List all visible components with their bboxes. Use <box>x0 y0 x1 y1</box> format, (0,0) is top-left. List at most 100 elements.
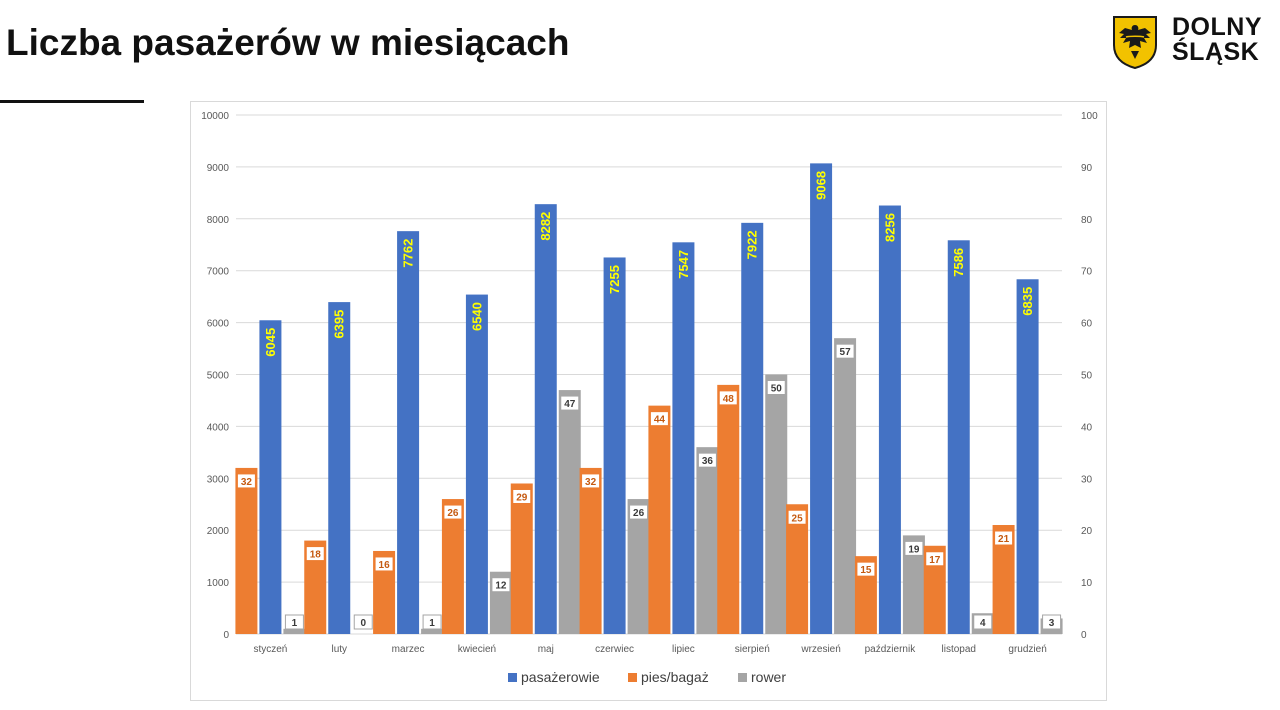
y-left-tick-label: 7000 <box>207 267 230 278</box>
data-label-box-rower <box>766 380 786 395</box>
data-label-pasazerowie: 7762 <box>401 239 416 268</box>
data-label-box-pies-bagaz <box>305 546 325 562</box>
data-label-rower: 50 <box>771 384 783 395</box>
bar-rower <box>283 628 306 634</box>
x-tick-label: luty <box>331 644 347 655</box>
bar-rower <box>765 374 788 634</box>
data-label-box-rower <box>284 614 304 630</box>
x-tick-label: kwiecień <box>458 644 496 655</box>
bar-pasazerowie <box>603 257 626 634</box>
data-label-box-rower <box>491 577 511 593</box>
data-label-pies-bagaz: 26 <box>447 508 459 519</box>
y-right-tick-label: 80 <box>1081 215 1093 226</box>
bar-pasazerowie <box>465 294 488 634</box>
bar-rower <box>902 535 925 634</box>
data-label-rower: 19 <box>908 544 920 555</box>
bar-pies-bagaz <box>648 405 671 634</box>
data-label-box-rower <box>353 614 373 630</box>
x-tick-label: wrzesień <box>800 644 840 655</box>
data-label-pies-bagaz: 48 <box>723 394 735 405</box>
legend-swatch <box>628 673 637 682</box>
data-label-rower: 1 <box>429 618 435 629</box>
data-label-box-pies-bagaz <box>374 556 394 572</box>
data-label-box-rower <box>560 395 580 411</box>
y-right-tick-label: 100 <box>1081 111 1098 122</box>
data-label-box-pies-bagaz <box>925 551 945 567</box>
page-title: Liczba pasażerów w miesiącach <box>6 22 570 63</box>
y-right-tick-label: 0 <box>1081 630 1087 641</box>
data-label-pies-bagaz: 29 <box>516 492 528 503</box>
bar-pies-bagaz <box>304 540 327 634</box>
data-label-box-pies-bagaz <box>718 390 738 406</box>
y-left-tick-label: 9000 <box>207 163 230 174</box>
data-label-pasazerowie: 9068 <box>814 171 829 200</box>
data-label-pies-bagaz: 32 <box>585 477 597 488</box>
data-label-rower: 0 <box>360 618 366 629</box>
data-label-box-rower <box>422 614 442 630</box>
bar-rower <box>627 499 650 634</box>
y-left-tick-label: 10000 <box>201 111 229 122</box>
y-left-tick-label: 3000 <box>207 474 230 485</box>
data-label-pies-bagaz: 15 <box>860 565 872 576</box>
data-label-box-pies-bagaz <box>856 561 876 577</box>
data-label-rower: 36 <box>702 456 714 467</box>
data-label-rower: 3 <box>1049 618 1055 629</box>
data-label-box-rower <box>904 540 924 556</box>
eagle-coat-of-arms-icon <box>1113 16 1157 69</box>
title-underline <box>0 100 144 103</box>
data-label-pasazerowie: 7586 <box>951 248 966 277</box>
bar-pasazerowie <box>878 205 901 634</box>
x-tick-label: sierpień <box>735 644 770 655</box>
data-label-pies-bagaz: 16 <box>379 560 391 571</box>
data-label-pies-bagaz: 25 <box>792 513 804 524</box>
y-left-tick-label: 1000 <box>207 578 230 589</box>
bar-pasazerowie <box>328 302 351 634</box>
data-label-pasazerowie: 6045 <box>263 328 278 357</box>
bar-rower <box>834 338 857 634</box>
bar-pasazerowie <box>397 231 420 634</box>
bar-pies-bagaz <box>235 467 258 634</box>
data-label-pasazerowie: 8256 <box>882 213 897 242</box>
bar-pasazerowie <box>1016 279 1039 634</box>
bar-pies-bagaz <box>786 504 809 634</box>
data-label-pasazerowie: 7922 <box>745 230 760 259</box>
data-label-rower: 1 <box>292 618 298 629</box>
bar-pasazerowie <box>534 204 557 635</box>
legend-swatch <box>738 673 747 682</box>
x-tick-label: marzec <box>392 644 425 655</box>
y-left-tick-label: 0 <box>223 630 229 641</box>
y-right-tick-label: 40 <box>1081 422 1093 433</box>
y-right-tick-label: 70 <box>1081 267 1093 278</box>
data-label-rower: 26 <box>633 508 645 519</box>
data-label-box-rower <box>835 343 855 359</box>
data-label-box-pies-bagaz <box>512 488 532 504</box>
data-label-rower: 47 <box>564 399 576 410</box>
bar-pies-bagaz <box>579 467 602 634</box>
y-left-tick-label: 6000 <box>207 319 230 330</box>
data-label-box-pies-bagaz <box>994 530 1014 546</box>
legend-label: rower <box>751 669 786 685</box>
data-label-pies-bagaz: 32 <box>241 477 253 488</box>
data-label-pasazerowie: 6395 <box>332 310 347 339</box>
bar-pasazerowie <box>810 163 833 635</box>
data-label-pasazerowie: 7255 <box>607 265 622 294</box>
data-label-pies-bagaz: 18 <box>310 550 322 561</box>
y-right-tick-label: 50 <box>1081 371 1093 382</box>
y-left-tick-label: 4000 <box>207 422 230 433</box>
data-label-box-pies-bagaz <box>443 504 463 520</box>
x-tick-label: grudzień <box>1008 644 1046 655</box>
data-label-pasazerowie: 7547 <box>676 250 691 279</box>
data-label-box-rower <box>629 504 649 520</box>
y-right-tick-label: 60 <box>1081 319 1093 330</box>
bar-pasazerowie <box>259 320 282 634</box>
legend-swatch <box>508 673 517 682</box>
data-label-box-rower <box>1042 614 1062 630</box>
data-label-box-pies-bagaz <box>649 411 669 427</box>
bar-pies-bagaz <box>441 499 464 634</box>
data-label-rower: 57 <box>840 347 852 358</box>
data-label-box-rower <box>697 452 717 468</box>
y-left-tick-label: 8000 <box>207 215 230 226</box>
data-label-box-pies-bagaz <box>581 473 601 489</box>
data-label-pasazerowie: 8282 <box>538 212 553 241</box>
